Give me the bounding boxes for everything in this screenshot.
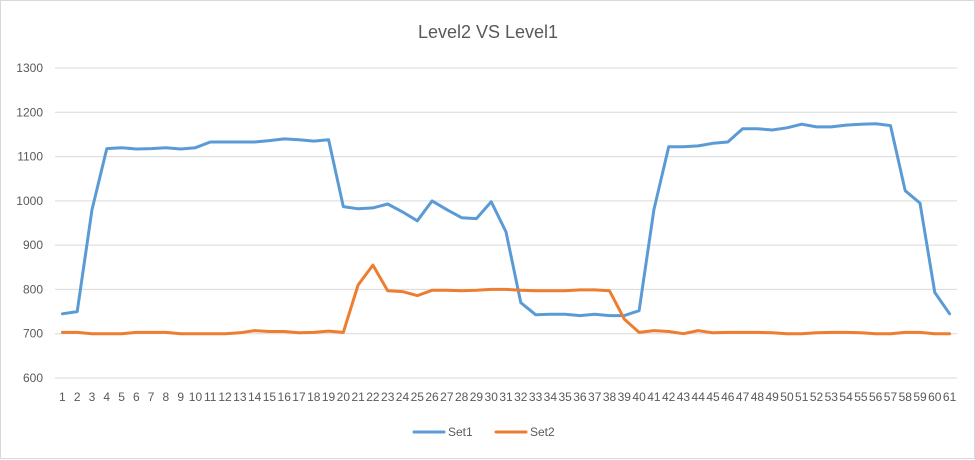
x-tick-label: 42 [662, 390, 676, 404]
x-tick-label: 25 [411, 390, 425, 404]
x-tick-label: 30 [485, 390, 499, 404]
x-tick-label: 60 [928, 390, 942, 404]
x-tick-label: 40 [632, 390, 646, 404]
x-tick-label: 15 [263, 390, 277, 404]
x-tick-label: 22 [366, 390, 380, 404]
y-axis-ticks: 600 700 800 900 1000 1100 1200 1300 [16, 61, 43, 385]
series-lines [60, 122, 952, 336]
x-tick-label: 36 [573, 390, 587, 404]
x-axis-ticks: 1 2 3 4 5 6 7 8 9 10 11 12 13 14 15 16 17 18 19 20 21 22 23 24 2… [59, 390, 957, 404]
x-tick-label: 53 [825, 390, 839, 404]
x-tick-label: 18 [307, 390, 321, 404]
x-tick-label: 35 [558, 390, 572, 404]
y-tick-label: 900 [23, 238, 43, 252]
x-tick-label: 48 [751, 390, 765, 404]
x-tick-label: 31 [499, 390, 513, 404]
x-tick-label: 33 [529, 390, 543, 404]
y-tick-label: 1100 [17, 150, 43, 164]
x-tick-label: 54 [839, 390, 853, 404]
x-tick-label: 6 [133, 390, 140, 404]
x-tick-label: 49 [765, 390, 779, 404]
x-tick-label: 4 [103, 390, 110, 404]
x-tick-label: 17 [292, 390, 306, 404]
x-tick-label: 9 [177, 390, 184, 404]
x-tick-label: 12 [218, 390, 232, 404]
x-tick-label: 59 [913, 390, 927, 404]
x-tick-label: 23 [381, 390, 395, 404]
x-tick-label: 27 [440, 390, 454, 404]
y-tick-label: 1200 [16, 105, 43, 119]
x-tick-label: 61 [943, 390, 957, 404]
x-tick-label: 3 [89, 390, 96, 404]
x-tick-label: 52 [810, 390, 824, 404]
y-tick-label: 1300 [16, 61, 43, 75]
x-tick-label: 13 [233, 390, 247, 404]
x-tick-label: 14 [248, 390, 262, 404]
x-tick-label: 2 [74, 390, 81, 404]
x-tick-label: 1 [59, 390, 66, 404]
x-tick-label: 24 [396, 390, 410, 404]
y-tick-label: 800 [23, 282, 43, 296]
x-tick-label: 46 [721, 390, 735, 404]
x-tick-label: 32 [514, 390, 528, 404]
legend: Set1 Set2 [412, 425, 555, 439]
y-tick-label: 1000 [16, 194, 43, 208]
chart-title: Level2 VS Level1 [418, 22, 558, 42]
x-tick-label: 16 [278, 390, 292, 404]
x-tick-label: 44 [692, 390, 706, 404]
series-line-set1 [60, 122, 952, 318]
x-tick-label: 37 [588, 390, 602, 404]
x-tick-label: 10 [189, 390, 203, 404]
x-tick-label: 26 [425, 390, 439, 404]
x-tick-label: 28 [455, 390, 469, 404]
x-tick-label: 50 [780, 390, 794, 404]
x-tick-label: 55 [854, 390, 868, 404]
x-tick-label: 45 [706, 390, 720, 404]
x-tick-label: 47 [736, 390, 750, 404]
y-tick-label: 600 [23, 371, 43, 385]
x-tick-label: 8 [163, 390, 170, 404]
x-tick-label: 51 [795, 390, 809, 404]
series-line-set2 [60, 263, 952, 336]
x-tick-label: 19 [322, 390, 336, 404]
x-tick-label: 11 [204, 390, 217, 404]
x-tick-label: 38 [603, 390, 617, 404]
y-tick-label: 700 [23, 327, 43, 341]
x-tick-label: 29 [470, 390, 484, 404]
legend-label-set2: Set2 [530, 425, 555, 439]
x-tick-label: 57 [884, 390, 898, 404]
x-tick-label: 7 [148, 390, 155, 404]
x-tick-label: 34 [544, 390, 558, 404]
x-tick-label: 58 [899, 390, 913, 404]
x-tick-label: 43 [677, 390, 691, 404]
legend-label-set1: Set1 [448, 425, 473, 439]
x-tick-label: 41 [647, 390, 661, 404]
x-tick-label: 5 [118, 390, 125, 404]
x-tick-label: 39 [618, 390, 632, 404]
x-tick-label: 21 [351, 390, 365, 404]
x-tick-label: 56 [869, 390, 883, 404]
x-tick-label: 20 [337, 390, 351, 404]
